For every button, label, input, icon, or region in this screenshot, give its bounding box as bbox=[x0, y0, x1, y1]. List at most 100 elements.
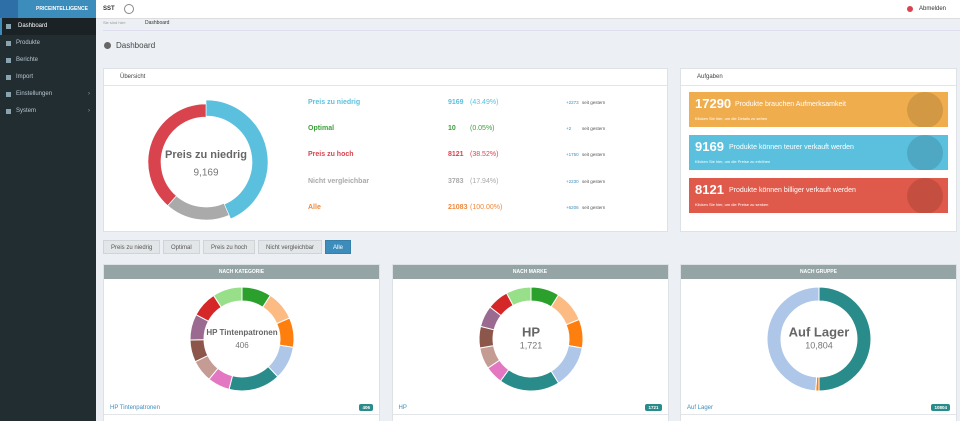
donut-center-value: 9,169 bbox=[193, 168, 218, 179]
donut-segment bbox=[276, 317, 295, 348]
brand[interactable]: PRICEINTELLIGENCE bbox=[18, 0, 96, 18]
row-label: Nicht vergleichbar bbox=[308, 177, 370, 185]
task-icon bbox=[907, 135, 943, 170]
donut-center-label: Auf Lager bbox=[789, 324, 850, 339]
donut-segment bbox=[212, 286, 243, 308]
info-icon[interactable] bbox=[124, 4, 134, 14]
group-title: NACH GRUPPE bbox=[681, 265, 956, 279]
sidebar-item[interactable]: Dashboard bbox=[0, 18, 96, 35]
row-label: Preis zu hoch bbox=[308, 151, 354, 159]
task-box[interactable]: 17290 Produkte brauchen Aufmerksamkeit Kli… bbox=[689, 92, 948, 127]
topbar bbox=[0, 0, 960, 19]
title-icon bbox=[104, 42, 111, 49]
filter-button[interactable]: Preis zu niedrig bbox=[103, 240, 161, 254]
row-percent: (17.94%) bbox=[470, 177, 499, 185]
sidebar-icon bbox=[6, 58, 11, 63]
task-box[interactable]: 9169 Produkte können teurer verkauft werd… bbox=[689, 135, 948, 170]
sidebar-item[interactable]: System bbox=[16, 108, 37, 114]
donut-segment bbox=[565, 318, 583, 349]
row-change: +6206 bbox=[566, 204, 579, 210]
row-change: +2273 bbox=[566, 100, 579, 105]
group-panel: NACH GRUPPE Auf Lager 10,804 Auf Lager 10804 bbox=[680, 264, 957, 421]
row-change: +1750 bbox=[566, 152, 579, 158]
sidebar: Dashboard Produkte Berichte Import Einstellu… bbox=[0, 18, 96, 421]
row-change-suffix: seit gestern bbox=[582, 152, 606, 158]
row-label: Alle bbox=[308, 203, 321, 211]
filter-button[interactable]: Preis zu hoch bbox=[203, 240, 256, 254]
breadcrumb-current[interactable]: Dashboard bbox=[145, 20, 170, 26]
group-donut: HP Tintenpatronen 406 bbox=[189, 286, 295, 392]
sidebar-icon bbox=[6, 92, 11, 97]
breadcrumb-label: Sie sind hier: bbox=[103, 20, 127, 25]
filter-button[interactable]: Alle bbox=[325, 240, 352, 254]
donut-segment bbox=[549, 345, 583, 384]
tasks-title: Aufgaben bbox=[681, 69, 956, 86]
list-divider bbox=[681, 414, 956, 415]
donut-segment bbox=[228, 365, 279, 392]
group-panel: NACH KATEGORIE HP Tintenpatronen 406 HP Tin… bbox=[103, 264, 380, 421]
sidebar-item[interactable]: Berichte bbox=[16, 57, 39, 63]
filter-button[interactable]: Nicht vergleichbar bbox=[258, 240, 323, 254]
logout-icon bbox=[907, 6, 913, 12]
donut-segment bbox=[549, 294, 580, 326]
donut-segment bbox=[505, 286, 531, 307]
sidebar-icon bbox=[6, 24, 11, 29]
task-sub: Klicken Sie hier, um die Preise zu senke… bbox=[695, 202, 769, 207]
divider bbox=[103, 30, 960, 31]
row-percent: (38.52%) bbox=[470, 151, 499, 159]
list-divider bbox=[104, 414, 379, 415]
task-icon bbox=[907, 92, 943, 127]
chevron: › bbox=[88, 108, 90, 114]
list-divider bbox=[392, 414, 668, 415]
sidebar-item[interactable]: Import bbox=[16, 74, 34, 80]
sidebar-icon bbox=[6, 41, 11, 46]
donut-segment bbox=[167, 195, 230, 221]
row-value: 10 bbox=[448, 125, 456, 133]
task-icon bbox=[907, 178, 943, 213]
donut-center-value: 10,804 bbox=[805, 340, 833, 350]
filter-button[interactable]: Optimal bbox=[163, 240, 200, 254]
overview-title: Übersicht bbox=[104, 69, 667, 86]
donut-center-label: HP Tintenpatronen bbox=[206, 328, 277, 337]
sidebar-item[interactable]: Einstellungen bbox=[16, 91, 53, 97]
task-text: Produkte können teurer verkauft werden bbox=[729, 144, 854, 151]
list-label[interactable]: Auf Lager bbox=[687, 405, 714, 411]
row-percent: (100.00%) bbox=[470, 203, 503, 211]
list-badge: 10804 bbox=[931, 404, 950, 411]
task-sub: Klicken Sie hier, um die Details zu sehe… bbox=[695, 116, 768, 121]
group-panel: NACH MARKE HP 1,721 HP 1721 bbox=[391, 264, 669, 421]
list-badge: 1721 bbox=[645, 404, 662, 411]
task-text: Produkte können billiger verkauft werden bbox=[729, 187, 856, 194]
logout[interactable]: Abmelden bbox=[919, 6, 947, 12]
list-label[interactable]: HP bbox=[398, 405, 407, 411]
page-title: Dashboard bbox=[116, 41, 156, 50]
donut-center-value: 1,721 bbox=[519, 340, 542, 350]
menu-toggle[interactable] bbox=[0, 0, 18, 18]
tasks-panel: Aufgaben 17290 Produkte brauchen Aufmerks… bbox=[680, 68, 957, 232]
sidebar-item[interactable]: Produkte bbox=[16, 40, 41, 46]
donut-center-label: HP bbox=[521, 324, 539, 339]
list-label[interactable]: HP Tintenpatronen bbox=[110, 405, 160, 411]
donut-center-value: 406 bbox=[235, 341, 249, 350]
project[interactable]: SST bbox=[103, 6, 115, 12]
row-label: Preis zu niedrig bbox=[308, 99, 361, 106]
task-box[interactable]: 8121 Produkte können billiger verkauft we… bbox=[689, 178, 948, 213]
chevron: › bbox=[88, 91, 90, 97]
overview-panel: Übersicht Preis zu niedrig 9,169 Preis zu… bbox=[103, 68, 668, 232]
list-badge: 406 bbox=[359, 404, 373, 411]
row-change-suffix: seit gestern bbox=[582, 100, 606, 105]
row-change-suffix: seit gestern bbox=[582, 126, 606, 132]
task-sub: Klicken Sie hier, um die Preise zu erhöh… bbox=[695, 159, 771, 164]
donut-segment bbox=[147, 103, 207, 206]
donut-segment bbox=[205, 99, 269, 220]
row-change: +2230 bbox=[566, 178, 579, 184]
donut-segment bbox=[499, 369, 559, 392]
task-number: 8121 bbox=[695, 182, 724, 197]
sidebar-icon bbox=[6, 109, 11, 114]
row-label: Optimal bbox=[308, 125, 335, 133]
task-number: 17290 bbox=[695, 96, 732, 111]
task-number: 9169 bbox=[695, 139, 724, 154]
donut-segment bbox=[766, 286, 820, 392]
